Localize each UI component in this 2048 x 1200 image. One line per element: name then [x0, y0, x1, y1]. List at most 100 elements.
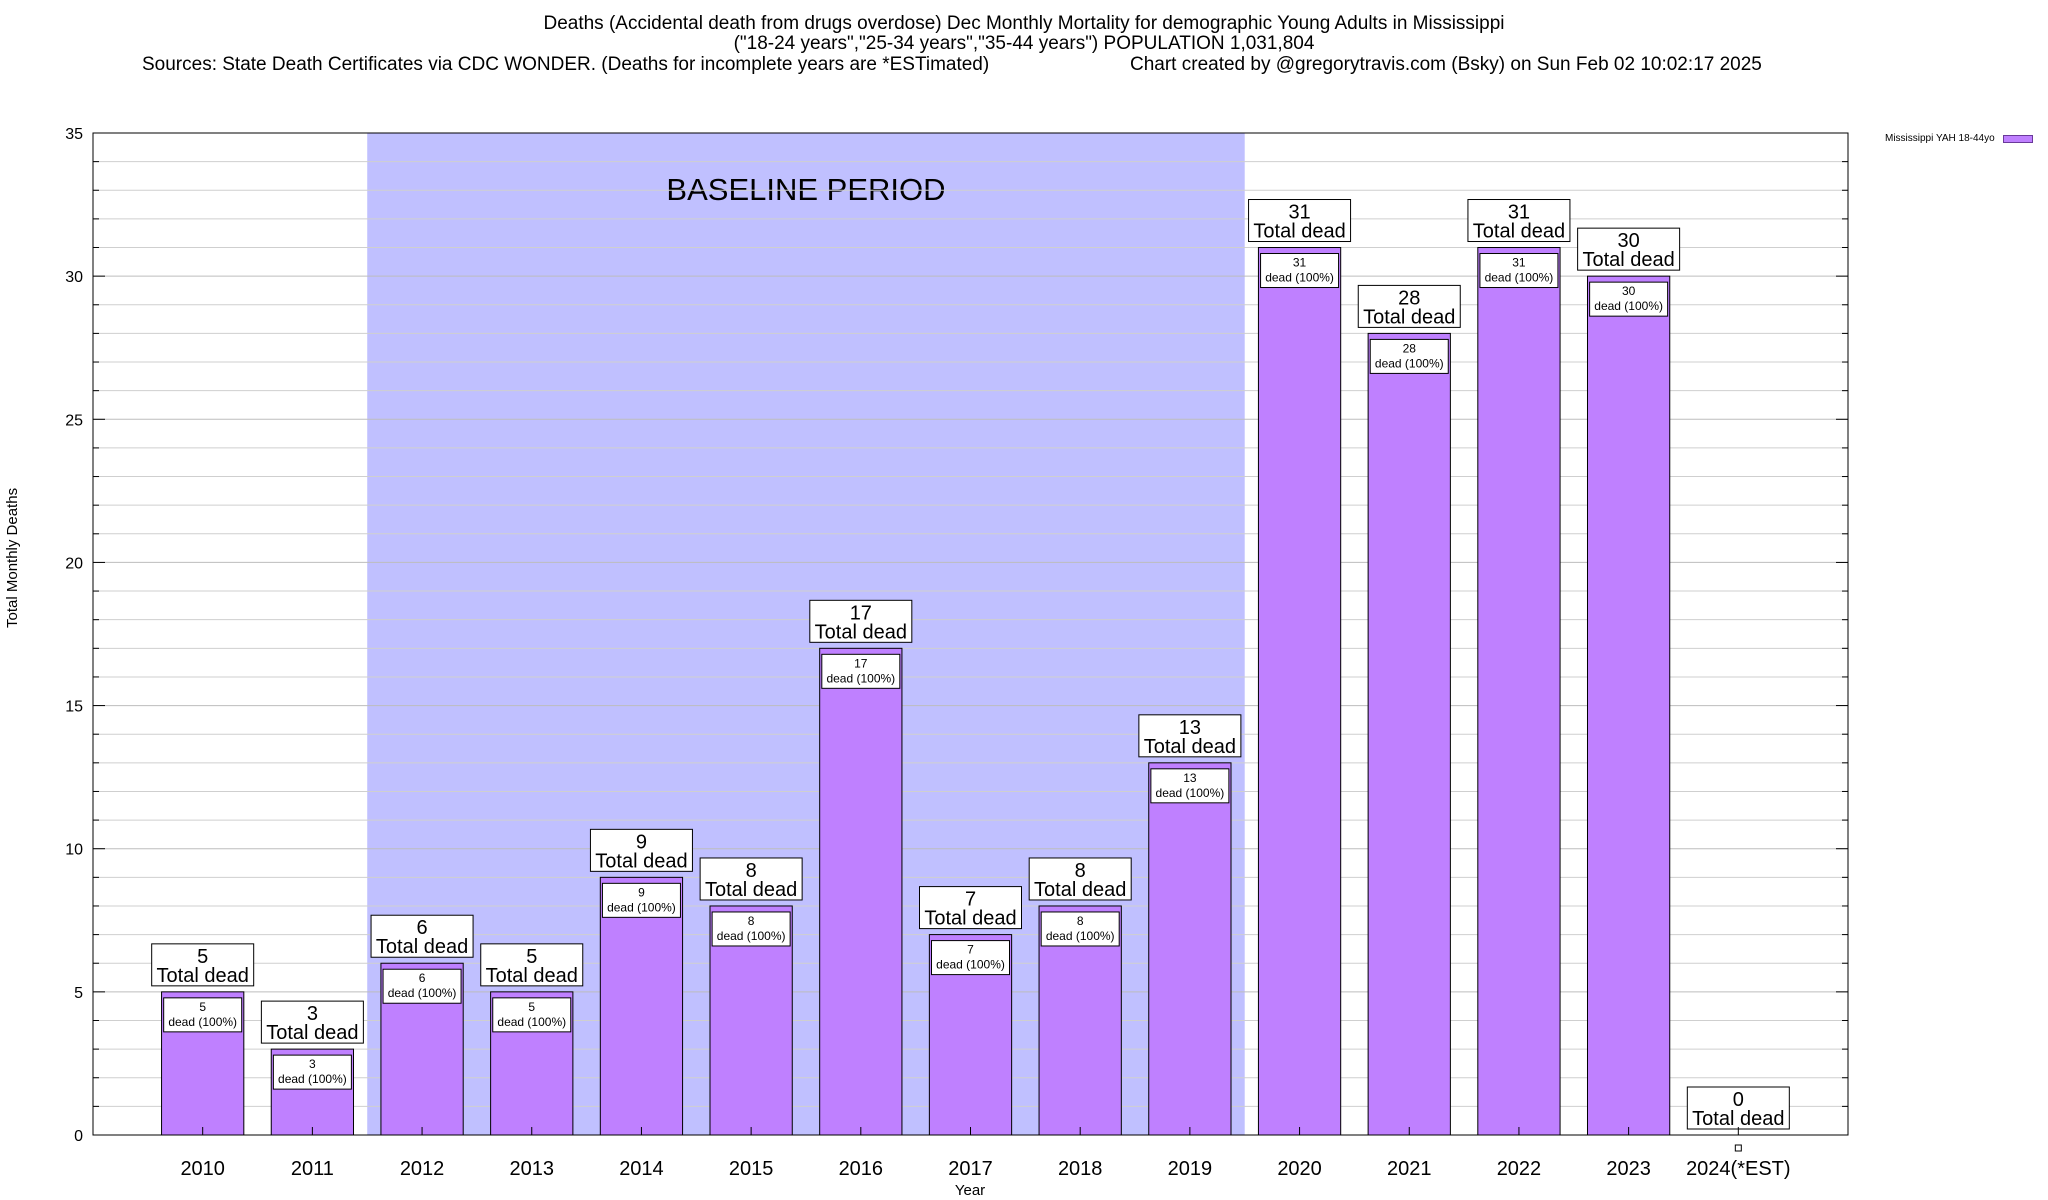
baseline-label: BASELINE PERIOD	[666, 172, 945, 207]
bar-inner-label: dead (100%)	[497, 1015, 566, 1029]
bar-total-label-box	[1357, 284, 1461, 328]
bar-total-label: Total dead	[376, 936, 468, 958]
bar-total-label: Total dead	[1034, 879, 1126, 901]
bar-total-label: Total dead	[157, 965, 249, 987]
x-tick-label: 2018	[1058, 1158, 1103, 1180]
x-tick-label: 2016	[839, 1158, 884, 1180]
bar	[1148, 762, 1232, 1136]
bar-total-label: Total dead	[1473, 221, 1565, 243]
bar-inner-label: dead (100%)	[1375, 356, 1444, 370]
bar-inner-value: 7	[967, 943, 974, 957]
bar-inner-value: 13	[1183, 771, 1197, 785]
bar-total-label: Total dead	[1582, 249, 1674, 271]
x-tick-label: 2024(*EST)	[1686, 1158, 1791, 1180]
bar-inner-value: 3	[309, 1057, 316, 1071]
bar-total-label-box	[809, 599, 913, 643]
bar-inner-value: 5	[199, 1000, 206, 1014]
bar-inner-label-box	[711, 911, 791, 947]
x-tick-label: 2022	[1497, 1158, 1542, 1180]
x-tick-label: 2011	[291, 1158, 334, 1180]
bar-total-label: Total dead	[924, 908, 1016, 930]
bar-total-label-box	[699, 857, 803, 901]
bar-inner-label-box	[163, 997, 243, 1033]
bar-total-value: 7	[965, 889, 976, 911]
bar-inner-label-box	[1589, 281, 1669, 317]
bar-total-value: 13	[1179, 717, 1201, 739]
bar-inner-value: 8	[1077, 914, 1084, 928]
bar-total-value: 3	[307, 1003, 318, 1025]
bar-total-value: 28	[1398, 287, 1420, 309]
x-tick-label: 2017	[948, 1158, 993, 1180]
bar-inner-label: dead (100%)	[936, 958, 1005, 972]
legend-label: Mississippi YAH 18-44yo	[1885, 133, 1995, 144]
x-tick-label: 2015	[729, 1158, 774, 1180]
bar-total-value: 5	[526, 946, 537, 968]
bar	[1257, 247, 1342, 1136]
bar	[599, 876, 684, 1136]
bar-total-label-box	[1467, 199, 1571, 243]
bar-inner-label: dead (100%)	[717, 929, 786, 943]
bar-inner-label-box	[1479, 253, 1559, 289]
y-tick-label: 35	[65, 126, 83, 143]
x-axis-title: Year	[954, 1182, 986, 1199]
bar-inner-value: 31	[1293, 256, 1307, 270]
bar-total-label-box	[370, 914, 474, 958]
bar-total-value: 8	[1075, 860, 1086, 882]
x-tick-label: 2014	[619, 1158, 664, 1180]
bar-total-label-box	[1028, 857, 1132, 901]
bar-inner-label: dead (100%)	[388, 986, 457, 1000]
bar-inner-label-box	[1369, 338, 1449, 374]
bar-inner-label-box	[1260, 253, 1340, 289]
bar-total-label-box	[1138, 714, 1242, 758]
bar-total-value: 5	[197, 946, 208, 968]
bar-total-label-box	[589, 828, 693, 872]
bar-total-value: 8	[746, 860, 757, 882]
bar-inner-label-box	[382, 968, 462, 1004]
bar-inner-label-box	[492, 997, 572, 1033]
bar-inner-value: 30	[1622, 284, 1636, 298]
bar-total-label-box	[1248, 199, 1352, 243]
bar-total-value: 30	[1618, 230, 1640, 252]
bar-empty-marker	[1734, 1144, 1742, 1152]
bar-total-label: Total dead	[595, 850, 687, 872]
bar	[1586, 275, 1671, 1136]
y-tick-label: 10	[65, 842, 83, 859]
bar-total-value: 9	[636, 831, 647, 853]
bar-total-label: Total dead	[1363, 306, 1455, 328]
legend-swatch	[2002, 134, 2033, 143]
bar-total-label-box	[1686, 1086, 1790, 1130]
bar-inner-value: 5	[528, 1000, 535, 1014]
bar-inner-label: dead (100%)	[1594, 299, 1663, 313]
bar-total-label: Total dead	[266, 1022, 358, 1044]
bar-total-label-box	[480, 943, 584, 987]
bar-inner-label: dead (100%)	[1046, 929, 1115, 943]
bar-inner-value: 28	[1403, 341, 1417, 355]
y-tick-label: 15	[65, 699, 83, 716]
bar-total-label-box	[151, 943, 255, 987]
bar-inner-label: dead (100%)	[1265, 271, 1334, 285]
bar-inner-label-box	[931, 940, 1010, 976]
y-tick-label: 5	[74, 985, 83, 1002]
bar-inner-value: 9	[638, 885, 645, 899]
bar-inner-label: dead (100%)	[826, 671, 895, 685]
bar-total-value: 0	[1733, 1089, 1744, 1111]
y-tick-label: 30	[65, 269, 83, 286]
bar-total-label: Total dead	[815, 621, 907, 643]
bar-inner-label: dead (100%)	[168, 1015, 237, 1029]
bar-total-label: Total dead	[705, 879, 797, 901]
chart-legend: Mississippi YAH 18-44yo	[1885, 133, 2033, 144]
y-tick-label: 25	[65, 412, 83, 429]
bar-inner-label-box	[601, 882, 681, 918]
y-axis-title: Total Monthly Deaths	[4, 487, 21, 628]
bar-inner-label: dead (100%)	[1485, 271, 1554, 285]
bar-total-label-box	[260, 1000, 364, 1044]
bar-total-label: Total dead	[486, 965, 578, 987]
chart-subtitle: ("18-24 years","25-34 years","35-44 year…	[733, 33, 1315, 54]
bar-inner-label: dead (100%)	[278, 1072, 347, 1086]
plot-frame	[92, 132, 1849, 1136]
bar-total-value: 6	[417, 917, 428, 939]
bar-total-label-box	[919, 886, 1022, 930]
bar-inner-value: 6	[419, 971, 426, 985]
bar-inner-value: 8	[748, 914, 755, 928]
x-tick-label: 2023	[1606, 1158, 1651, 1180]
